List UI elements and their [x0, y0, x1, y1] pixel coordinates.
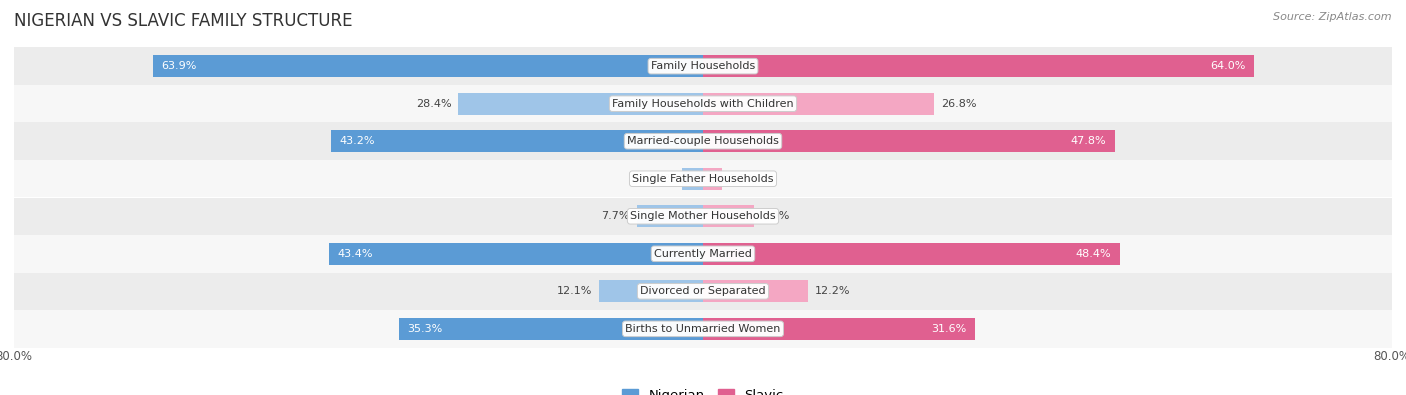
Bar: [458, 93, 703, 115]
Text: 43.2%: 43.2%: [340, 136, 375, 146]
Bar: [14, 198, 1392, 235]
Text: 48.4%: 48.4%: [1076, 249, 1111, 259]
Text: 31.6%: 31.6%: [931, 324, 966, 334]
Text: Single Father Households: Single Father Households: [633, 174, 773, 184]
Text: Divorced or Separated: Divorced or Separated: [640, 286, 766, 296]
Text: 2.2%: 2.2%: [728, 174, 758, 184]
Bar: [14, 85, 1392, 122]
Bar: [599, 280, 703, 302]
Text: Currently Married: Currently Married: [654, 249, 752, 259]
Text: NIGERIAN VS SLAVIC FAMILY STRUCTURE: NIGERIAN VS SLAVIC FAMILY STRUCTURE: [14, 12, 353, 30]
Text: Family Households: Family Households: [651, 61, 755, 71]
Text: 47.8%: 47.8%: [1070, 136, 1107, 146]
Bar: [153, 55, 703, 77]
Bar: [14, 160, 1392, 198]
Text: 12.1%: 12.1%: [557, 286, 592, 296]
Bar: [703, 280, 808, 302]
Text: Married-couple Households: Married-couple Households: [627, 136, 779, 146]
Text: 28.4%: 28.4%: [416, 99, 451, 109]
Text: 26.8%: 26.8%: [941, 99, 976, 109]
Bar: [703, 318, 976, 340]
Text: 43.4%: 43.4%: [337, 249, 374, 259]
Text: 7.7%: 7.7%: [602, 211, 630, 221]
Bar: [703, 168, 721, 190]
Text: 2.4%: 2.4%: [647, 174, 675, 184]
Bar: [329, 243, 703, 265]
Bar: [703, 55, 1254, 77]
Bar: [703, 205, 754, 227]
Bar: [637, 205, 703, 227]
Legend: Nigerian, Slavic: Nigerian, Slavic: [617, 384, 789, 395]
Bar: [14, 47, 1392, 85]
Bar: [14, 235, 1392, 273]
Text: 35.3%: 35.3%: [408, 324, 443, 334]
Bar: [330, 130, 703, 152]
Bar: [703, 243, 1119, 265]
Bar: [14, 122, 1392, 160]
Text: 5.9%: 5.9%: [761, 211, 789, 221]
Text: 64.0%: 64.0%: [1211, 61, 1246, 71]
Text: 63.9%: 63.9%: [162, 61, 197, 71]
Bar: [703, 93, 934, 115]
Bar: [682, 168, 703, 190]
Text: Family Households with Children: Family Households with Children: [612, 99, 794, 109]
Bar: [14, 310, 1392, 348]
Bar: [14, 273, 1392, 310]
Text: Source: ZipAtlas.com: Source: ZipAtlas.com: [1274, 12, 1392, 22]
Text: Births to Unmarried Women: Births to Unmarried Women: [626, 324, 780, 334]
Bar: [703, 130, 1115, 152]
Text: Single Mother Households: Single Mother Households: [630, 211, 776, 221]
Text: 12.2%: 12.2%: [815, 286, 851, 296]
Bar: [399, 318, 703, 340]
